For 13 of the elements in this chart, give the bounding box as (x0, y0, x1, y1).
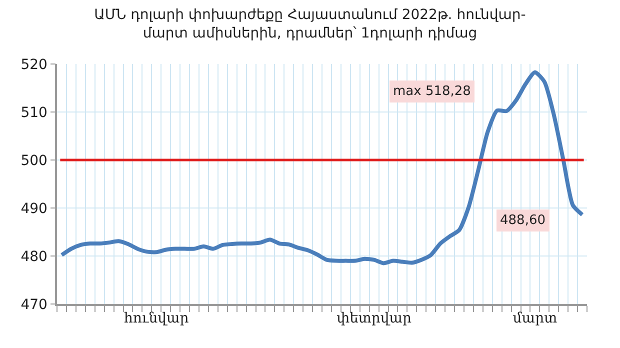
annotation: max 518,28 (393, 84, 471, 99)
x-tick-label: փետրվար (336, 310, 412, 327)
y-tick-label: 520 (20, 56, 48, 73)
line-series (60, 70, 584, 266)
chart-title: ԱՄՆ դոլարի փոխարժեքը Հայաստանում 2022թ. հունվար- մարտ ամիսներին, դրամներ՝ 1դոլարի դիմաց (94, 7, 526, 42)
y-tick-label: 470 (20, 296, 48, 313)
y-tick-label: 500 (20, 152, 48, 169)
y-tick-label: 480 (20, 248, 48, 265)
x-tick-label: հունվար (124, 310, 189, 327)
annotation: 488,60 (500, 213, 546, 228)
y-tick-label: 510 (20, 104, 48, 121)
x-tick-label: մարտ (512, 310, 558, 327)
y-tick-label: 490 (20, 200, 48, 217)
